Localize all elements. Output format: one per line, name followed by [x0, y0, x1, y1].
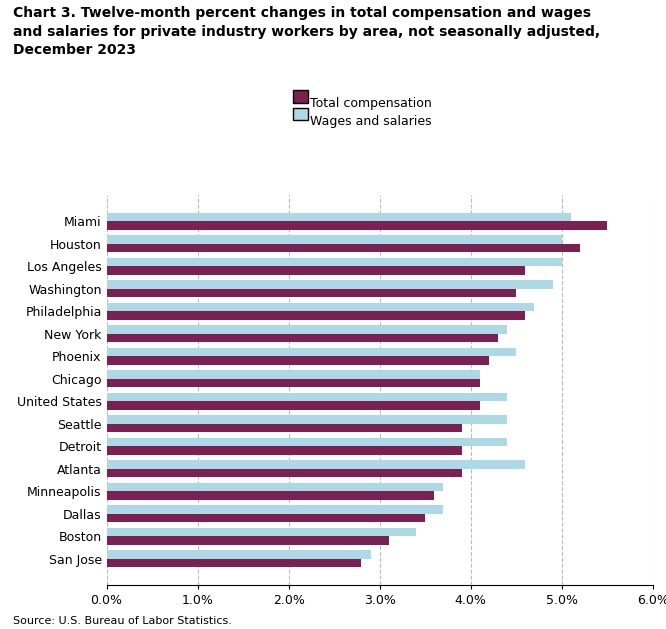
- Bar: [107, 514, 425, 522]
- Bar: [107, 482, 444, 491]
- Bar: [107, 460, 525, 469]
- Bar: [107, 424, 462, 432]
- Bar: [107, 536, 389, 545]
- Text: Wages and salaries: Wages and salaries: [310, 115, 432, 128]
- Bar: [107, 392, 507, 401]
- Bar: [107, 559, 362, 567]
- Bar: [107, 244, 580, 252]
- Bar: [107, 266, 525, 275]
- Bar: [107, 303, 534, 311]
- Bar: [107, 235, 561, 244]
- Bar: [107, 438, 507, 446]
- Bar: [107, 311, 525, 320]
- Bar: [107, 325, 507, 334]
- Bar: [107, 505, 444, 514]
- Bar: [107, 401, 480, 409]
- Bar: [107, 334, 498, 342]
- Bar: [107, 289, 516, 298]
- Bar: [107, 469, 462, 477]
- Bar: [107, 221, 607, 230]
- Bar: [107, 415, 507, 424]
- Text: Source: U.S. Bureau of Labor Statistics.: Source: U.S. Bureau of Labor Statistics.: [13, 616, 232, 626]
- Bar: [107, 258, 561, 266]
- Bar: [107, 528, 416, 536]
- Bar: [107, 356, 489, 365]
- Bar: [107, 379, 480, 387]
- Bar: [107, 491, 434, 500]
- Bar: [107, 370, 480, 379]
- Bar: [107, 280, 553, 289]
- Bar: [107, 550, 370, 559]
- Bar: [107, 213, 571, 221]
- Text: Chart 3. Twelve-month percent changes in total compensation and wages
and salari: Chart 3. Twelve-month percent changes in…: [13, 6, 601, 57]
- Bar: [107, 446, 462, 455]
- Bar: [107, 348, 516, 356]
- Text: Total compensation: Total compensation: [310, 97, 432, 111]
